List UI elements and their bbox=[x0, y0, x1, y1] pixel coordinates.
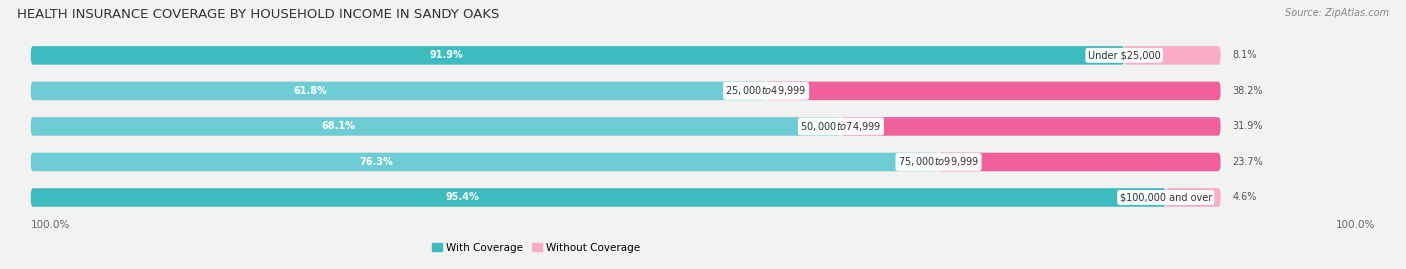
Text: 4.6%: 4.6% bbox=[1233, 193, 1257, 203]
Text: 23.7%: 23.7% bbox=[1233, 157, 1263, 167]
FancyBboxPatch shape bbox=[31, 82, 1220, 100]
FancyBboxPatch shape bbox=[1125, 46, 1220, 65]
FancyBboxPatch shape bbox=[31, 153, 939, 171]
FancyBboxPatch shape bbox=[31, 46, 1220, 65]
FancyBboxPatch shape bbox=[31, 153, 1220, 171]
FancyBboxPatch shape bbox=[31, 117, 841, 136]
Text: 91.9%: 91.9% bbox=[429, 50, 463, 60]
Text: $100,000 and over: $100,000 and over bbox=[1119, 193, 1212, 203]
FancyBboxPatch shape bbox=[841, 117, 1220, 136]
Text: 100.0%: 100.0% bbox=[1336, 220, 1375, 229]
Text: 100.0%: 100.0% bbox=[31, 220, 70, 229]
FancyBboxPatch shape bbox=[1166, 188, 1220, 207]
Text: HEALTH INSURANCE COVERAGE BY HOUSEHOLD INCOME IN SANDY OAKS: HEALTH INSURANCE COVERAGE BY HOUSEHOLD I… bbox=[17, 8, 499, 21]
Text: 95.4%: 95.4% bbox=[446, 193, 479, 203]
Text: Under $25,000: Under $25,000 bbox=[1088, 50, 1160, 60]
Text: 76.3%: 76.3% bbox=[359, 157, 392, 167]
Text: 38.2%: 38.2% bbox=[1233, 86, 1263, 96]
Text: 68.1%: 68.1% bbox=[322, 121, 356, 132]
Text: $50,000 to $74,999: $50,000 to $74,999 bbox=[800, 120, 882, 133]
Text: 8.1%: 8.1% bbox=[1233, 50, 1257, 60]
FancyBboxPatch shape bbox=[766, 82, 1220, 100]
FancyBboxPatch shape bbox=[31, 188, 1220, 207]
Text: 31.9%: 31.9% bbox=[1233, 121, 1263, 132]
Text: 61.8%: 61.8% bbox=[294, 86, 328, 96]
FancyBboxPatch shape bbox=[31, 188, 1166, 207]
FancyBboxPatch shape bbox=[31, 46, 1125, 65]
Text: $25,000 to $49,999: $25,000 to $49,999 bbox=[725, 84, 807, 97]
Legend: With Coverage, Without Coverage: With Coverage, Without Coverage bbox=[427, 238, 644, 257]
FancyBboxPatch shape bbox=[939, 153, 1220, 171]
Text: $75,000 to $99,999: $75,000 to $99,999 bbox=[898, 155, 979, 168]
FancyBboxPatch shape bbox=[31, 82, 766, 100]
FancyBboxPatch shape bbox=[31, 117, 1220, 136]
Text: Source: ZipAtlas.com: Source: ZipAtlas.com bbox=[1285, 8, 1389, 18]
